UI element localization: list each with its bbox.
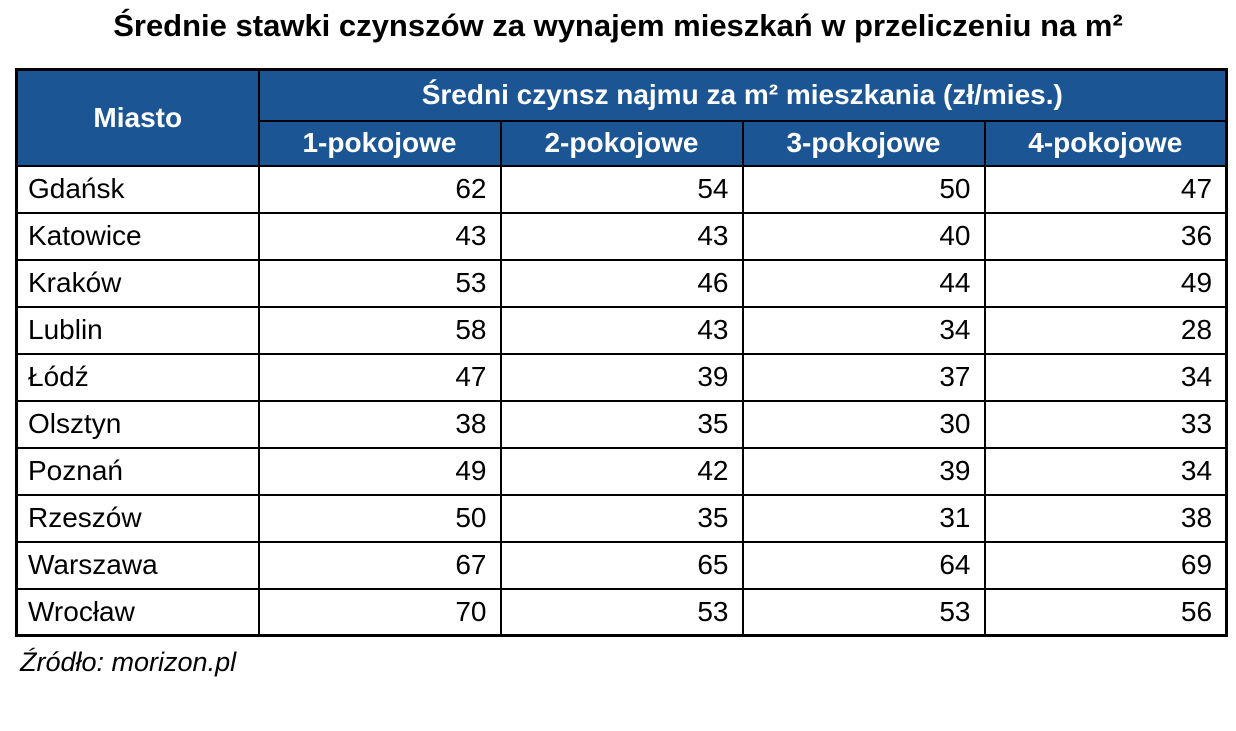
rent-value-cell: 62 (257, 164, 502, 214)
rent-value-cell: 47 (983, 164, 1228, 214)
rent-value-cell: 54 (499, 164, 744, 214)
rent-value-cell: 40 (741, 211, 986, 261)
rent-value-cell: 69 (983, 540, 1228, 590)
rent-value-cell: 47 (257, 352, 502, 402)
rent-value-cell: 50 (257, 493, 502, 543)
rent-value-cell: 43 (257, 211, 502, 261)
corner-header-miasto: Miasto (15, 68, 260, 167)
rent-value-cell: 35 (499, 493, 744, 543)
rent-value-cell: 38 (983, 493, 1228, 543)
rent-value-cell: 56 (983, 587, 1228, 637)
rent-value-cell: 58 (257, 305, 502, 355)
room-type-header: 1-pokojowe (257, 119, 502, 167)
rent-value-cell: 34 (983, 352, 1228, 402)
rent-value-cell: 35 (499, 399, 744, 449)
table-row: Lublin 58 43 34 28 (15, 305, 1228, 355)
rent-value-cell: 34 (741, 305, 986, 355)
city-cell: Warszawa (15, 540, 260, 590)
city-cell: Poznań (15, 446, 260, 496)
source-caption: Źródło: morizon.pl (20, 647, 237, 677)
rent-value-cell: 31 (741, 493, 986, 543)
room-type-header: 3-pokojowe (741, 119, 986, 167)
room-type-header: 4-pokojowe (983, 119, 1228, 167)
rent-value-cell: 36 (983, 211, 1228, 261)
room-type-header: 2-pokojowe (499, 119, 744, 167)
rent-value-cell: 44 (741, 258, 986, 308)
rent-value-cell: 43 (499, 305, 744, 355)
rent-value-cell: 65 (499, 540, 744, 590)
table-body: Gdańsk 62 54 50 47 Katowice 43 43 40 36 Kraków 53 46… (15, 164, 1228, 637)
rent-value-cell: 53 (741, 587, 986, 637)
table-row: Rzeszów 50 35 31 38 (15, 493, 1228, 543)
header-row-group: Miasto Średni czynsz najmu za m² mieszka… (15, 68, 1228, 167)
header-row-rooms: 1-pokojowe 2-pokojowe 3-pokojowe 4-pokojowe (17, 119, 1228, 167)
city-cell: Kraków (15, 258, 260, 308)
city-cell: Wrocław (15, 587, 260, 637)
table-row: Poznań 49 42 39 34 (15, 446, 1228, 496)
group-header: Średni czynsz najmu za m² mieszkania (zł… (257, 68, 1228, 122)
rent-value-cell: 30 (741, 399, 986, 449)
city-cell: Łódź (15, 352, 260, 402)
city-cell: Olsztyn (15, 399, 260, 449)
table-row: Wrocław 70 53 53 56 (15, 587, 1228, 637)
table-row: Gdańsk 62 54 50 47 (15, 164, 1228, 214)
table-row: Katowice 43 43 40 36 (15, 211, 1228, 261)
city-cell: Gdańsk (15, 164, 260, 214)
rent-value-cell: 33 (983, 399, 1228, 449)
table-row: Olsztyn 38 35 30 33 (15, 399, 1228, 449)
rent-value-cell: 37 (741, 352, 986, 402)
rent-value-cell: 50 (741, 164, 986, 214)
chart-title: Średnie stawki czynszów za wynajem miesz… (113, 8, 1123, 43)
rent-value-cell: 34 (983, 446, 1228, 496)
rent-value-cell: 38 (257, 399, 502, 449)
rent-value-cell: 53 (499, 587, 744, 637)
table-header: Miasto Średni czynsz najmu za m² mieszka… (15, 68, 1228, 167)
city-cell: Katowice (15, 211, 260, 261)
rent-value-cell: 42 (499, 446, 744, 496)
rent-value-cell: 49 (257, 446, 502, 496)
rent-value-cell: 67 (257, 540, 502, 590)
rent-value-cell: 64 (741, 540, 986, 590)
city-cell: Rzeszów (15, 493, 260, 543)
rent-value-cell: 70 (257, 587, 502, 637)
rent-value-cell: 46 (499, 258, 744, 308)
rent-table: Miasto Średni czynsz najmu za m² mieszka… (15, 68, 1229, 637)
rent-value-cell: 43 (499, 211, 744, 261)
rent-value-cell: 39 (741, 446, 986, 496)
city-cell: Lublin (15, 305, 260, 355)
rent-value-cell: 28 (983, 305, 1228, 355)
rent-value-cell: 53 (257, 258, 502, 308)
table-row: Łódź 47 39 37 34 (15, 352, 1228, 402)
rent-value-cell: 49 (983, 258, 1228, 308)
table-row: Warszawa 67 65 64 69 (15, 540, 1228, 590)
table-row: Kraków 53 46 44 49 (15, 258, 1228, 308)
rent-value-cell: 39 (499, 352, 744, 402)
